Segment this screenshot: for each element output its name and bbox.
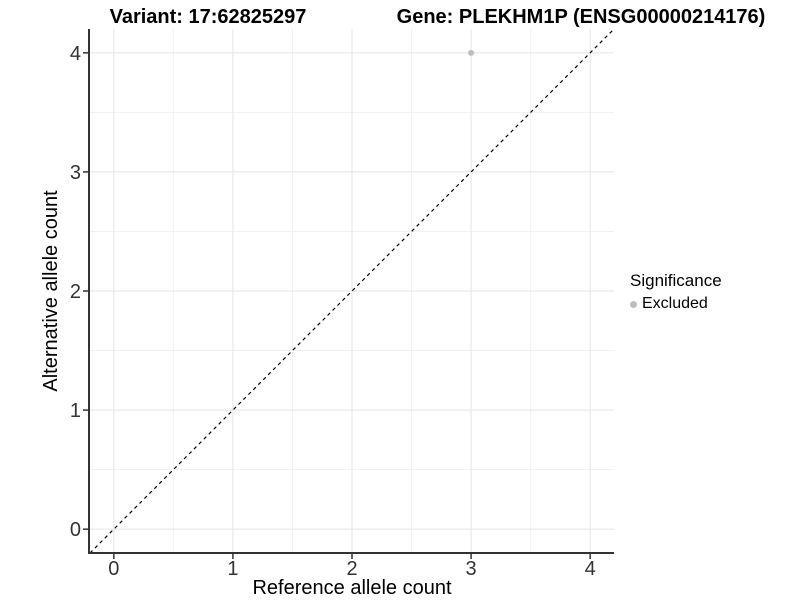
y-axis-title: Alternative allele count [40, 190, 62, 392]
y-tick-label: 0 [70, 519, 81, 541]
x-tick-label: 3 [466, 558, 477, 580]
x-axis-title: Reference allele count [252, 577, 451, 599]
y-tick-labels: 0 1 2 3 4 [70, 43, 81, 541]
y-tick-label: 3 [70, 162, 81, 184]
legend-item-label: Excluded [642, 295, 708, 312]
data-point [468, 49, 475, 56]
legend-item-excluded: Excluded [630, 295, 722, 313]
major-gridlines [90, 29, 614, 553]
axis-tick-marks [83, 52, 591, 559]
legend-point-icon [630, 300, 637, 308]
x-tick-label: 4 [585, 558, 596, 580]
legend-title: Significance [630, 271, 722, 290]
x-tick-label: 2 [346, 558, 357, 580]
x-tick-label: 1 [227, 558, 238, 580]
x-tick-label: 0 [108, 558, 119, 580]
y-tick-label: 4 [70, 43, 81, 65]
y-tick-label: 1 [70, 400, 81, 422]
plot-title-gene: Gene: PLEKHM1P (ENSG00000214176) [396, 6, 766, 28]
y-tick-label: 2 [70, 281, 81, 303]
identity-dashed-line [89, 28, 615, 554]
legend: Significance Excluded [630, 271, 722, 313]
axis-lines [88, 29, 614, 554]
data-points [468, 49, 475, 56]
x-tick-labels: 0 1 2 3 4 [108, 558, 595, 580]
plot-title-variant: Variant: 17:62825297 [109, 6, 307, 28]
